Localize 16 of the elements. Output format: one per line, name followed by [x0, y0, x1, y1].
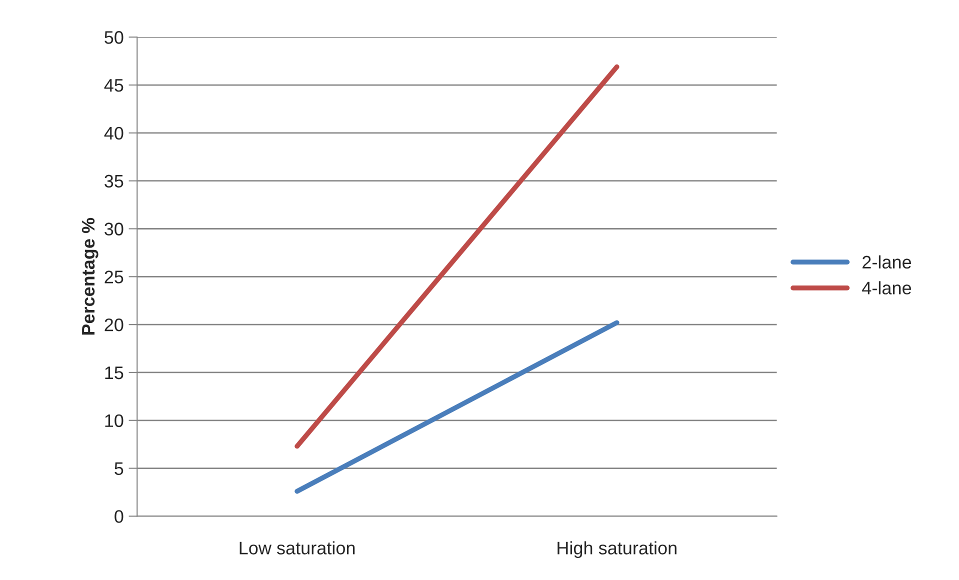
x-tick-label: High saturation — [558, 541, 676, 558]
y-tick-label: 30 — [104, 222, 124, 236]
y-tick-label: 10 — [105, 414, 124, 428]
legend-label: 2-lane — [862, 255, 912, 269]
y-tick-label: 45 — [104, 79, 124, 92]
y-tick-label: 25 — [104, 270, 124, 284]
legend-label: 4-lane — [862, 281, 912, 294]
y-tick-label: 15 — [105, 366, 124, 380]
y-tick-label: 40 — [104, 126, 124, 140]
y-tick-label: 5 — [114, 462, 124, 476]
y-tick-label: 50 — [104, 31, 124, 44]
y-tick-label: 0 — [114, 510, 124, 523]
x-tick-label: Low saturation — [240, 541, 355, 554]
y-tick-label: 35 — [104, 174, 124, 188]
y-tick-label: 20 — [104, 318, 124, 332]
y-axis-title: Percentage % — [82, 218, 98, 335]
